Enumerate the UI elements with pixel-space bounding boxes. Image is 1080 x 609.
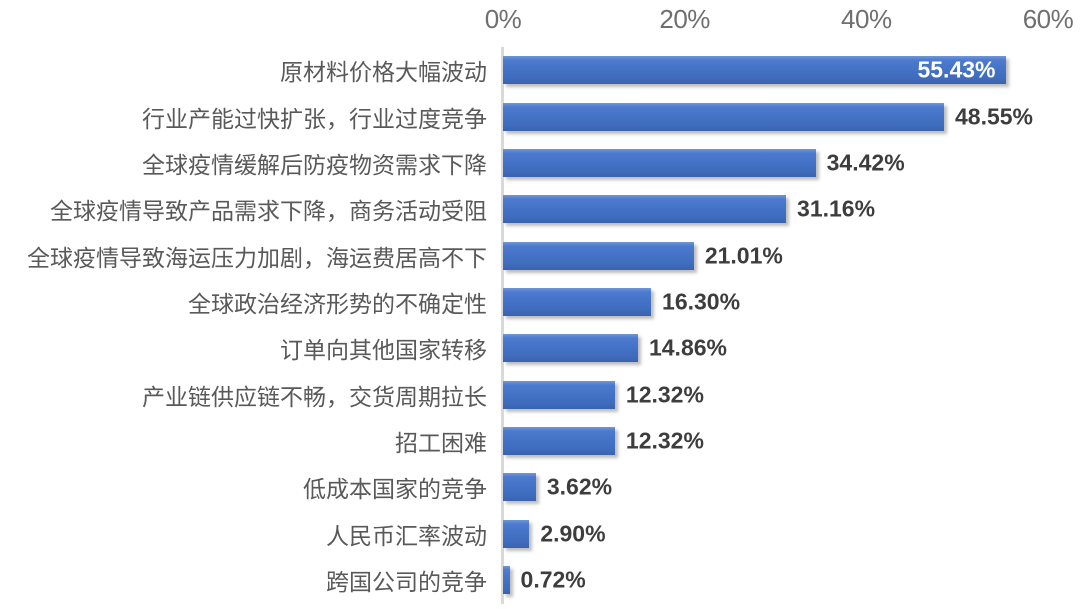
bar-track: 12.32% — [503, 380, 1048, 409]
category-label: 全球疫情缓解后防疫物资需求下降 — [142, 151, 487, 178]
value-label: 0.72% — [520, 566, 586, 593]
value-label: 21.01% — [704, 242, 783, 269]
category-label: 全球疫情导致产品需求下降，商务活动受阻 — [50, 198, 487, 225]
chart-rows: 原材料价格大幅波动 55.43% 行业产能过快扩张，行业过度竞争 48.55% 全球疫情… — [0, 47, 1080, 603]
bar-track: 31.16% — [503, 195, 1048, 224]
value-label: 3.62% — [546, 473, 613, 500]
data-bar — [503, 473, 536, 502]
x-axis-tick: 20% — [659, 4, 710, 34]
x-axis-tick: 60% — [1022, 4, 1074, 34]
value-label: 12.32% — [625, 381, 704, 408]
bar-track: 14.86% — [503, 334, 1048, 363]
data-bar — [503, 102, 944, 131]
x-axis-tick: 0% — [484, 4, 522, 34]
value-label: 55.43% — [917, 56, 996, 83]
chart-row: 全球疫情导致海运压力加剧，海运费居高不下 21.01% — [0, 232, 1080, 278]
data-bar — [503, 426, 615, 455]
chart-row: 招工困难 12.32% — [0, 418, 1080, 464]
value-label: 16.30% — [662, 288, 741, 315]
y-axis-line — [501, 47, 504, 604]
chart-row: 原材料价格大幅波动 55.43% — [0, 47, 1080, 93]
chart-row: 人民币汇率波动 2.90% — [0, 510, 1080, 556]
data-bar — [503, 565, 510, 594]
category-label: 订单向其他国家转移 — [280, 337, 487, 364]
chart-row: 全球疫情缓解后防疫物资需求下降 34.42% — [0, 140, 1080, 186]
category-label: 行业产能过快扩张，行业过度竞争 — [142, 105, 487, 132]
category-label: 招工困难 — [395, 429, 487, 456]
category-label: 低成本国家的竞争 — [303, 476, 487, 503]
value-label: 2.90% — [540, 520, 606, 547]
category-label: 全球政治经济形势的不确定性 — [188, 290, 487, 317]
bar-track: 21.01% — [503, 241, 1048, 270]
chart-row: 产业链供应链不畅，交货周期拉长 12.32% — [0, 371, 1080, 417]
value-label: 12.32% — [625, 427, 704, 454]
chart-row: 订单向其他国家转移 14.86% — [0, 325, 1080, 371]
value-label: 14.86% — [648, 334, 727, 361]
chart-row: 低成本国家的竞争 3.62% — [0, 464, 1080, 510]
chart-row: 跨国公司的竞争 0.72% — [0, 557, 1080, 603]
data-bar — [503, 241, 694, 270]
chart-row: 行业产能过快扩张，行业过度竞争 48.55% — [0, 93, 1080, 139]
bar-track: 0.72% — [503, 565, 1048, 594]
value-label: 48.55% — [954, 103, 1033, 130]
bar-track: 16.30% — [503, 287, 1048, 316]
data-bar — [503, 195, 787, 224]
chart-row: 全球政治经济形势的不确定性 16.30% — [0, 279, 1080, 325]
bar-track: 55.43% — [503, 56, 1048, 85]
bar-track: 3.62% — [503, 473, 1048, 502]
x-axis-tick: 40% — [841, 4, 892, 34]
category-label: 人民币汇率波动 — [326, 522, 487, 549]
value-label: 34.42% — [826, 149, 905, 176]
bar-track: 12.32% — [503, 426, 1048, 455]
data-bar — [503, 148, 816, 177]
category-label: 跨国公司的竞争 — [326, 568, 487, 595]
data-bar: 55.43% — [503, 56, 1007, 85]
data-bar — [503, 519, 530, 548]
data-bar — [503, 380, 615, 409]
data-bar — [503, 287, 652, 316]
bar-track: 2.90% — [503, 519, 1048, 548]
category-label: 产业链供应链不畅，交货周期拉长 — [142, 383, 487, 410]
category-label: 原材料价格大幅波动 — [280, 59, 487, 86]
category-label: 全球疫情导致海运压力加剧，海运费居高不下 — [27, 244, 487, 271]
value-label: 31.16% — [797, 195, 876, 222]
bar-track: 34.42% — [503, 148, 1048, 177]
data-bar — [503, 334, 638, 363]
chart-row: 全球疫情导致产品需求下降，商务活动受阻 31.16% — [0, 186, 1080, 232]
bar-track: 48.55% — [503, 102, 1048, 131]
x-axis: 0% 20% 40% 60% — [485, 4, 1074, 40]
